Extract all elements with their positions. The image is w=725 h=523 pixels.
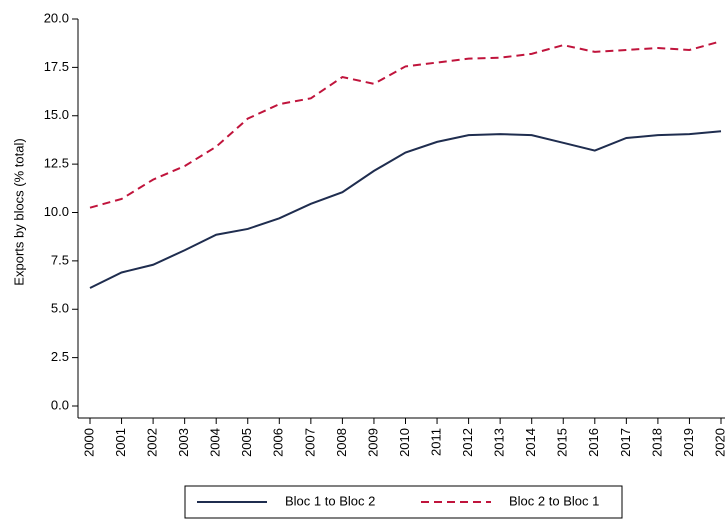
x-tick-label: 2007: [302, 428, 317, 457]
x-tick-label: 2000: [81, 428, 96, 457]
y-tick-label: 15.0: [44, 107, 69, 122]
y-tick-label: 12.5: [44, 156, 69, 171]
x-tick-label: 2020: [712, 428, 725, 457]
x-tick-label: 2011: [428, 428, 443, 456]
y-tick-label: 7.5: [51, 252, 69, 267]
series-line: [89, 40, 722, 209]
x-tick-label: 2016: [586, 428, 601, 457]
x-tick-label: 2005: [239, 428, 254, 457]
y-axis-label: Exports by blocs (% total): [11, 138, 26, 285]
y-tick-label: 5.0: [51, 301, 69, 316]
x-tick-label: 2013: [492, 428, 507, 457]
x-tick-label: 2012: [460, 428, 475, 457]
y-tick-label: 20.0: [44, 10, 69, 25]
y-tick-label: 17.5: [44, 59, 69, 74]
x-tick-label: 2019: [681, 428, 696, 457]
x-tick-label: 2006: [271, 428, 286, 457]
x-tick-label: 2017: [618, 428, 633, 457]
x-tick-label: 2010: [397, 428, 412, 457]
legend-label: Bloc 1 to Bloc 2: [285, 493, 375, 508]
y-tick-label: 10.0: [44, 204, 69, 219]
x-tick-label: 2015: [555, 428, 570, 457]
y-tick-label: 2.5: [51, 349, 69, 364]
x-tick-label: 2014: [523, 428, 538, 457]
x-tick-label: 2018: [649, 428, 664, 457]
x-tick-label: 2003: [176, 428, 191, 457]
x-tick-label: 2009: [365, 428, 380, 457]
legend-box: [184, 485, 623, 519]
legend-label: Bloc 2 to Bloc 1: [509, 493, 599, 508]
x-tick-label: 2008: [334, 428, 349, 457]
y-tick-label: 0.0: [51, 397, 69, 412]
series-line: [89, 130, 722, 289]
x-tick-label: 2004: [208, 428, 223, 457]
x-tick-label: 2001: [113, 428, 128, 457]
x-tick-label: 2002: [145, 428, 160, 457]
